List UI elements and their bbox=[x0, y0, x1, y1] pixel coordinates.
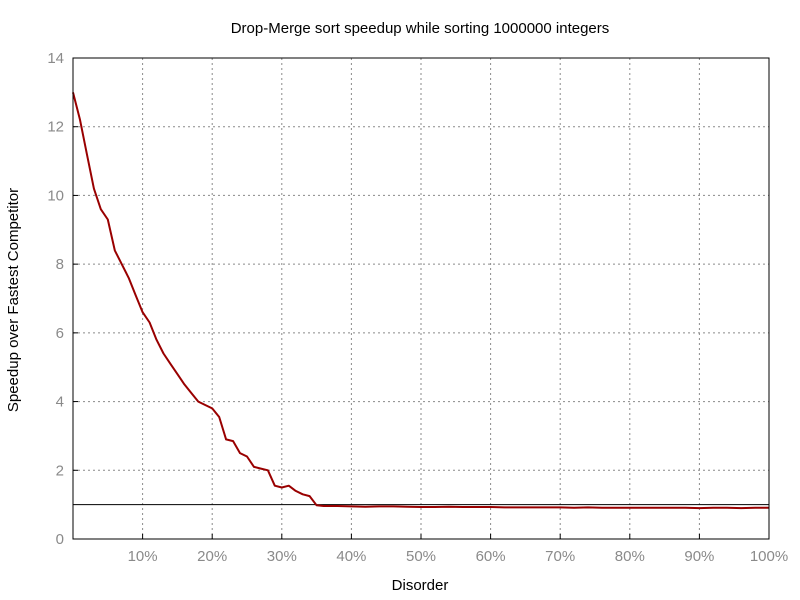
x-tick-label: 80% bbox=[615, 548, 645, 565]
x-tick-label: 30% bbox=[267, 548, 297, 565]
x-axis-label: Disorder bbox=[392, 577, 449, 594]
y-tick-label: 8 bbox=[56, 256, 64, 273]
y-tick-label: 0 bbox=[56, 531, 64, 548]
y-axis-ticks: 0 2 4 6 8 10 12 14 bbox=[47, 50, 78, 548]
y-axis-label: Speedup over Fastest Competitor bbox=[5, 188, 22, 412]
series-line bbox=[72, 92, 769, 510]
x-tick-label: 40% bbox=[336, 548, 366, 565]
x-axis-ticks: 10% 20% 30% 40% 50% 60% 70% 80% 90% 100% bbox=[128, 534, 788, 565]
y-tick-label: 6 bbox=[56, 325, 64, 342]
y-tick-label: 12 bbox=[47, 119, 64, 136]
x-tick-label: 90% bbox=[684, 548, 714, 565]
y-tick-label: 10 bbox=[47, 187, 64, 204]
y-tick-label: 14 bbox=[47, 50, 64, 67]
x-tick-label: 100% bbox=[750, 548, 788, 565]
x-tick-label: 50% bbox=[406, 548, 436, 565]
x-tick-label: 70% bbox=[545, 548, 575, 565]
x-tick-label: 20% bbox=[197, 548, 227, 565]
y-tick-label: 2 bbox=[56, 462, 64, 479]
y-tick-label: 4 bbox=[56, 394, 64, 411]
series-group bbox=[72, 92, 769, 510]
x-tick-label: 60% bbox=[476, 548, 506, 565]
chart-title: Drop-Merge sort speedup while sorting 10… bbox=[231, 20, 610, 37]
x-tick-label: 10% bbox=[128, 548, 158, 565]
gridlines bbox=[73, 58, 769, 539]
